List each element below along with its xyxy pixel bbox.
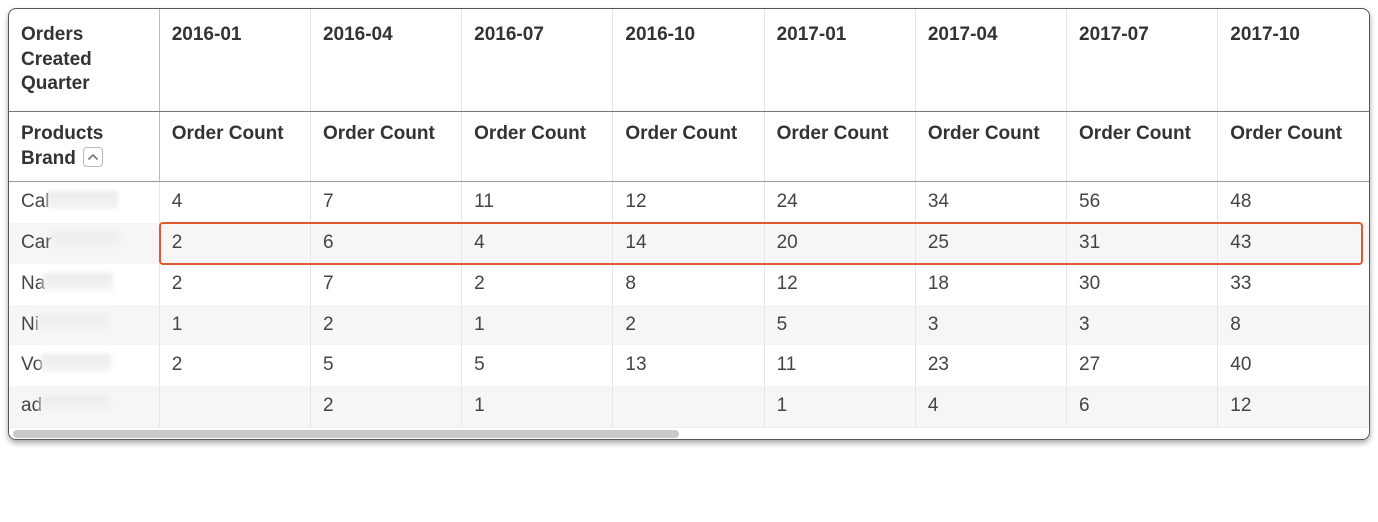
value-cell[interactable]: 4 — [462, 223, 613, 264]
brand-cell[interactable]: Na — [9, 264, 159, 305]
value-cell[interactable]: 4 — [915, 386, 1066, 427]
value-cell[interactable]: 2 — [310, 386, 461, 427]
header-metric[interactable]: Order Count — [310, 112, 461, 182]
header-quarter[interactable]: 2016-10 — [613, 9, 764, 112]
header-metric[interactable]: Order Count — [915, 112, 1066, 182]
value-cell[interactable]: 7 — [310, 264, 461, 305]
value-cell[interactable]: 12 — [1218, 386, 1369, 427]
value-cell[interactable]: 18 — [915, 264, 1066, 305]
value-cell[interactable]: 8 — [1218, 305, 1369, 346]
value-cell[interactable]: 8 — [613, 264, 764, 305]
value-cell[interactable]: 33 — [1218, 264, 1369, 305]
value-cell[interactable]: 3 — [915, 305, 1066, 346]
table-row[interactable]: Cal 47111224345648 — [9, 182, 1369, 223]
value-cell[interactable]: 2 — [159, 264, 310, 305]
value-cell[interactable]: 2 — [462, 264, 613, 305]
value-cell[interactable]: 40 — [1218, 345, 1369, 386]
value-cell[interactable]: 23 — [915, 345, 1066, 386]
brand-cell[interactable]: Ni — [9, 305, 159, 346]
value-cell[interactable]: 1 — [159, 305, 310, 346]
table-row[interactable]: Ni12125338 — [9, 305, 1369, 346]
value-cell[interactable]: 14 — [613, 223, 764, 264]
value-cell[interactable]: 11 — [764, 345, 915, 386]
table-body: Cal47111224345648Car2641420253143Na27281… — [9, 182, 1369, 427]
table-row[interactable]: Vo2551311232740 — [9, 345, 1369, 386]
header-metric[interactable]: Order Count — [613, 112, 764, 182]
value-cell[interactable]: 5 — [764, 305, 915, 346]
value-cell[interactable]: 25 — [915, 223, 1066, 264]
value-cell[interactable]: 3 — [1067, 305, 1218, 346]
brand-prefix: ad — [21, 394, 42, 419]
value-cell[interactable]: 48 — [1218, 182, 1369, 223]
value-cell[interactable] — [159, 386, 310, 427]
value-cell[interactable]: 6 — [310, 223, 461, 264]
brand-cell[interactable]: Car — [9, 223, 159, 264]
value-cell[interactable]: 27 — [1067, 345, 1218, 386]
value-cell[interactable]: 31 — [1067, 223, 1218, 264]
brand-prefix: Car — [21, 231, 52, 256]
redacted-blur — [40, 395, 110, 413]
header-quarter[interactable]: 2017-10 — [1218, 9, 1369, 112]
redacted-blur — [48, 191, 118, 209]
value-cell[interactable]: 6 — [1067, 386, 1218, 427]
header-corner-products-brand[interactable]: Products Brand — [9, 112, 159, 182]
header-quarter[interactable]: 2017-01 — [764, 9, 915, 112]
redacted-blur — [43, 273, 113, 291]
brand-cell[interactable]: Vo — [9, 345, 159, 386]
value-cell[interactable]: 24 — [764, 182, 915, 223]
brand-prefix: Cal — [21, 190, 50, 215]
value-cell[interactable]: 43 — [1218, 223, 1369, 264]
brand-cell[interactable]: ad — [9, 386, 159, 427]
brand-prefix: Na — [21, 272, 45, 297]
header-quarter[interactable]: 2017-07 — [1067, 9, 1218, 112]
value-cell[interactable]: 1 — [462, 305, 613, 346]
value-cell[interactable]: 2 — [159, 345, 310, 386]
value-cell[interactable]: 4 — [159, 182, 310, 223]
header-quarter[interactable]: 2016-04 — [310, 9, 461, 112]
table-row[interactable]: ad2114612 — [9, 386, 1369, 427]
redacted-blur — [41, 354, 111, 372]
value-cell[interactable]: 2 — [159, 223, 310, 264]
header-row-quarters: Orders Created Quarter 2016-01 2016-04 2… — [9, 9, 1369, 112]
value-cell[interactable]: 30 — [1067, 264, 1218, 305]
value-cell[interactable]: 20 — [764, 223, 915, 264]
redacted-blur — [37, 314, 107, 332]
brand-cell[interactable]: Cal — [9, 182, 159, 223]
data-table-card: Orders Created Quarter 2016-01 2016-04 2… — [8, 8, 1370, 440]
header-quarter[interactable]: 2017-04 — [915, 9, 1066, 112]
scrollbar-thumb[interactable] — [13, 430, 679, 438]
value-cell[interactable]: 2 — [613, 305, 764, 346]
header-metric[interactable]: Order Count — [1218, 112, 1369, 182]
value-cell[interactable]: 2 — [310, 305, 461, 346]
header-metric[interactable]: Order Count — [462, 112, 613, 182]
value-cell[interactable]: 34 — [915, 182, 1066, 223]
chevron-up-icon[interactable] — [83, 147, 103, 167]
header-metric[interactable]: Order Count — [159, 112, 310, 182]
header-metric[interactable]: Order Count — [764, 112, 915, 182]
value-cell[interactable]: 12 — [613, 182, 764, 223]
horizontal-scrollbar[interactable] — [9, 427, 1369, 439]
value-cell[interactable]: 1 — [462, 386, 613, 427]
header-quarter[interactable]: 2016-01 — [159, 9, 310, 112]
value-cell[interactable]: 1 — [764, 386, 915, 427]
value-cell[interactable]: 11 — [462, 182, 613, 223]
value-cell[interactable]: 12 — [764, 264, 915, 305]
pivot-table: Orders Created Quarter 2016-01 2016-04 2… — [9, 9, 1369, 427]
brand-prefix: Vo — [21, 353, 43, 378]
value-cell[interactable]: 5 — [310, 345, 461, 386]
value-cell[interactable] — [613, 386, 764, 427]
table-row[interactable]: Car 2641420253143 — [9, 223, 1369, 264]
table-row[interactable]: Na272812183033 — [9, 264, 1369, 305]
value-cell[interactable]: 56 — [1067, 182, 1218, 223]
header-metric[interactable]: Order Count — [1067, 112, 1218, 182]
value-cell[interactable]: 13 — [613, 345, 764, 386]
redacted-blur — [50, 232, 120, 250]
value-cell[interactable]: 5 — [462, 345, 613, 386]
table-wrap: Orders Created Quarter 2016-01 2016-04 2… — [9, 9, 1369, 427]
header-row-metric: Products Brand Order Count Order Count O… — [9, 112, 1369, 182]
value-cell[interactable]: 7 — [310, 182, 461, 223]
header-quarter[interactable]: 2016-07 — [462, 9, 613, 112]
header-corner-orders-created-quarter[interactable]: Orders Created Quarter — [9, 9, 159, 112]
